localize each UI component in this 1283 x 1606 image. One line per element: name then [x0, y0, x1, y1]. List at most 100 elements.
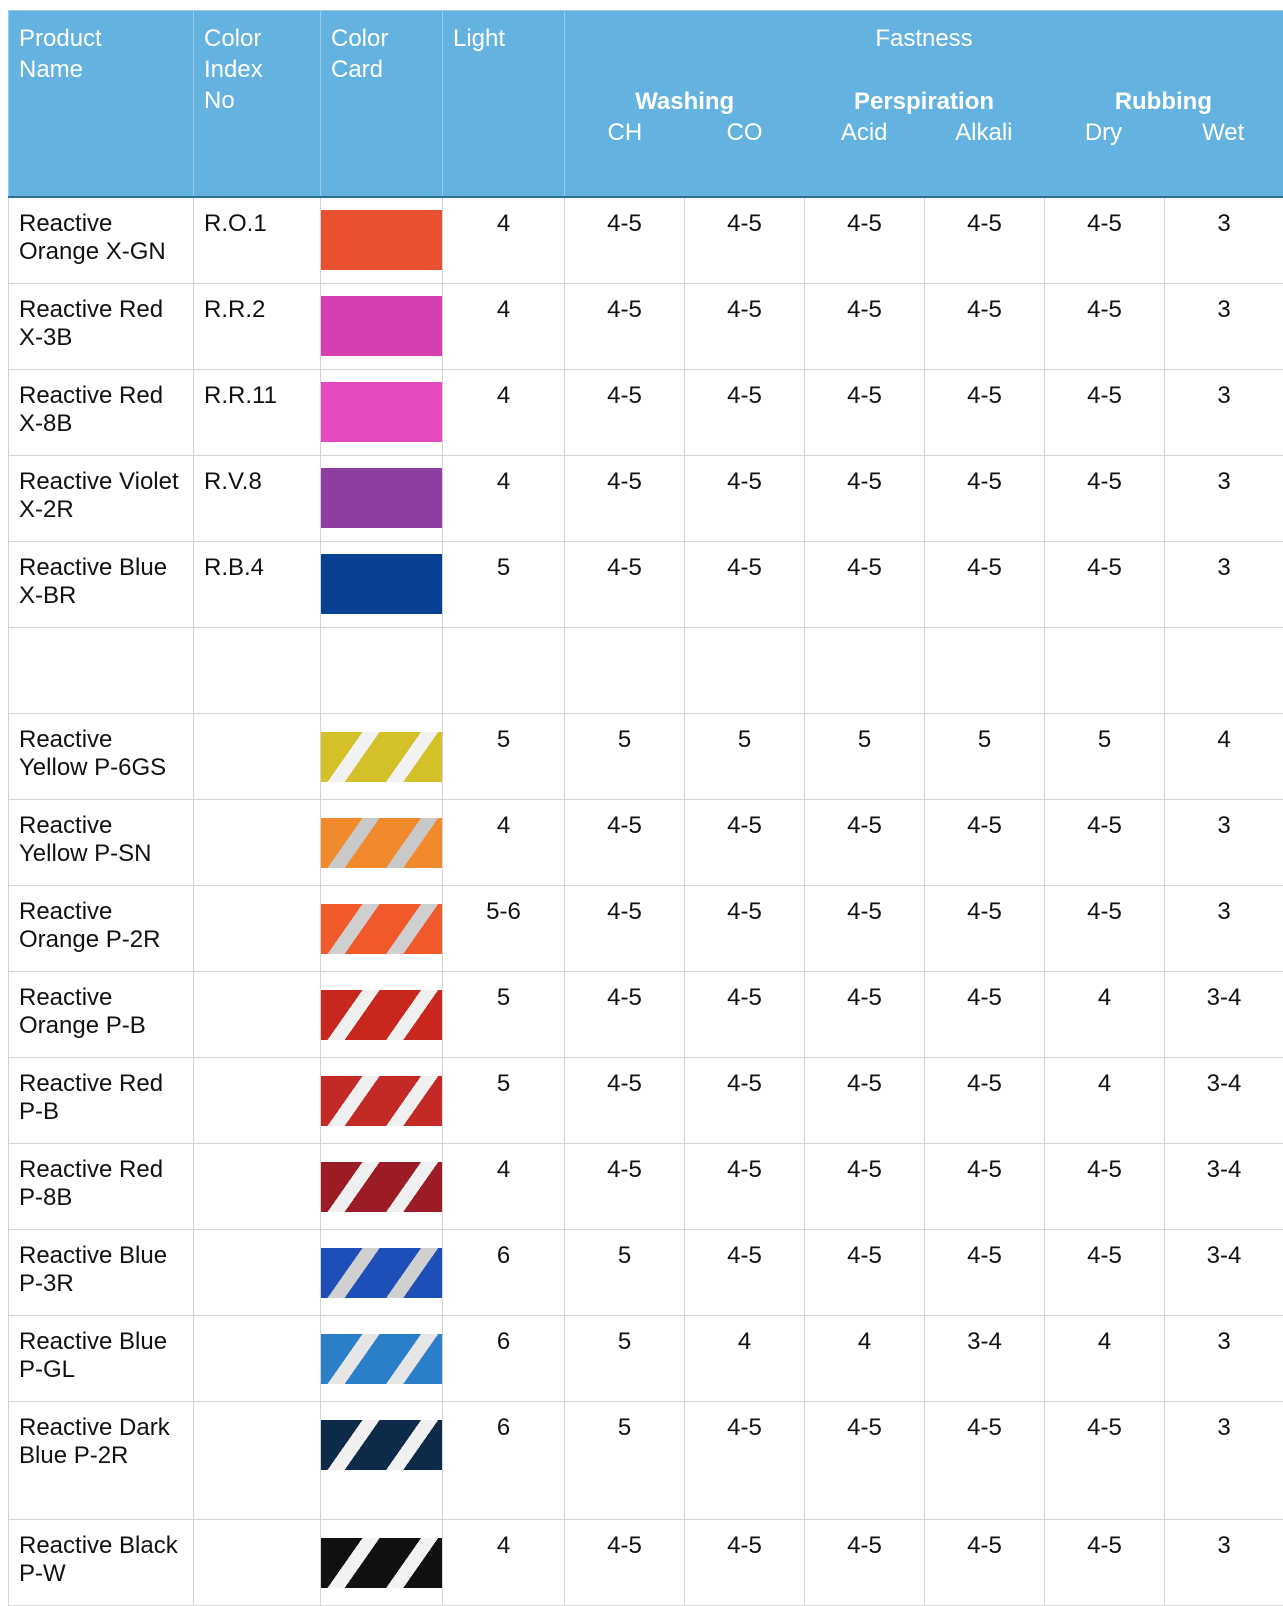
rating: 5 — [565, 713, 685, 799]
rating: 4-5 — [925, 283, 1045, 369]
empty-cell — [685, 627, 805, 713]
rating: 4 — [443, 455, 565, 541]
rating: 4-5 — [925, 799, 1045, 885]
rating: 4-5 — [565, 283, 685, 369]
empty-cell — [565, 627, 685, 713]
rating: 4 — [443, 799, 565, 885]
color-card — [321, 369, 443, 455]
rating: 5 — [443, 713, 565, 799]
header-text: Wet — [1163, 117, 1283, 148]
color-index — [194, 1143, 321, 1229]
rating: 5 — [565, 1315, 685, 1401]
rating: 4-5 — [565, 1057, 685, 1143]
rating: 3-4 — [1165, 1057, 1283, 1143]
rating: 4-5 — [805, 541, 925, 627]
rating: 4-5 — [685, 799, 805, 885]
fastness-table: Product Name Color Index No Color Card L… — [8, 10, 1283, 1606]
swatch — [321, 1420, 442, 1470]
swatch — [321, 990, 442, 1040]
rating: 4-5 — [1045, 1519, 1165, 1605]
rating: 4 — [1045, 971, 1165, 1057]
rating: 4-5 — [1045, 1143, 1165, 1229]
color-index: R.R.2 — [194, 283, 321, 369]
rating: 4-5 — [925, 1519, 1045, 1605]
swatch — [321, 1538, 442, 1588]
rating: 3-4 — [925, 1315, 1045, 1401]
rating: 4-5 — [685, 197, 805, 283]
header-text: CO — [685, 117, 805, 148]
product-name: Reactive Blue P-3R — [9, 1229, 194, 1315]
rating: 4-5 — [565, 971, 685, 1057]
color-index — [194, 713, 321, 799]
rating: 5 — [925, 713, 1045, 799]
rating: 4-5 — [805, 455, 925, 541]
product-name: Reactive Orange P-2R — [9, 885, 194, 971]
color-index — [194, 1315, 321, 1401]
rating: 4-5 — [925, 369, 1045, 455]
rating: 4-5 — [685, 541, 805, 627]
rating: 3-4 — [1165, 971, 1283, 1057]
rating: 4-5 — [685, 1143, 805, 1229]
color-card — [321, 197, 443, 283]
color-card — [321, 283, 443, 369]
rating: 4 — [685, 1315, 805, 1401]
rating: 4-5 — [805, 1229, 925, 1315]
empty-cell — [1045, 627, 1165, 713]
swatch — [321, 210, 442, 270]
rating: 4-5 — [1045, 541, 1165, 627]
empty-cell — [9, 627, 194, 713]
swatch — [321, 554, 442, 614]
color-index — [194, 1519, 321, 1605]
header-cell: Color Card — [321, 11, 443, 198]
rating: 3 — [1165, 455, 1283, 541]
rating: 4-5 — [805, 283, 925, 369]
color-card — [321, 1057, 443, 1143]
color-card — [321, 799, 443, 885]
product-name: Reactive Yellow P-SN — [9, 799, 194, 885]
header-text: Washing — [565, 86, 804, 117]
product-name: Reactive Orange X-GN — [9, 197, 194, 283]
table-header: Product Name Color Index No Color Card L… — [9, 11, 1283, 198]
rating: 4 — [443, 1519, 565, 1605]
rating: 4-5 — [1045, 369, 1165, 455]
color-index — [194, 1229, 321, 1315]
empty-cell — [1165, 627, 1283, 713]
rating: 4-5 — [685, 1401, 805, 1519]
header-text: Acid — [804, 117, 924, 148]
rating: 5 — [1045, 713, 1165, 799]
rating: 4-5 — [685, 1229, 805, 1315]
swatch — [321, 1162, 442, 1212]
color-card — [321, 1519, 443, 1605]
header-text: CH — [565, 117, 685, 148]
rating: 6 — [443, 1401, 565, 1519]
color-card — [321, 1143, 443, 1229]
rating: 4-5 — [925, 1057, 1045, 1143]
rating: 4-5 — [805, 1401, 925, 1519]
rating: 4-5 — [565, 1143, 685, 1229]
rating: 4-5 — [805, 1519, 925, 1605]
rating: 4 — [1045, 1057, 1165, 1143]
swatch — [321, 1248, 442, 1298]
rating: 5 — [805, 713, 925, 799]
swatch — [321, 382, 442, 442]
rating: 4-5 — [925, 1401, 1045, 1519]
rating: 4 — [443, 197, 565, 283]
rating: 4-5 — [1045, 1401, 1165, 1519]
rating: 4-5 — [685, 455, 805, 541]
rating: 5-6 — [443, 885, 565, 971]
rating: 3 — [1165, 197, 1283, 283]
rating: 4-5 — [805, 1143, 925, 1229]
header-text: Rubbing — [1044, 86, 1283, 117]
rating: 6 — [443, 1315, 565, 1401]
rating: 4-5 — [565, 885, 685, 971]
rating: 4-5 — [565, 369, 685, 455]
rating: 4-5 — [565, 1519, 685, 1605]
rating: 4-5 — [685, 369, 805, 455]
header-text: Alkali — [924, 117, 1044, 148]
rating: 4-5 — [925, 885, 1045, 971]
